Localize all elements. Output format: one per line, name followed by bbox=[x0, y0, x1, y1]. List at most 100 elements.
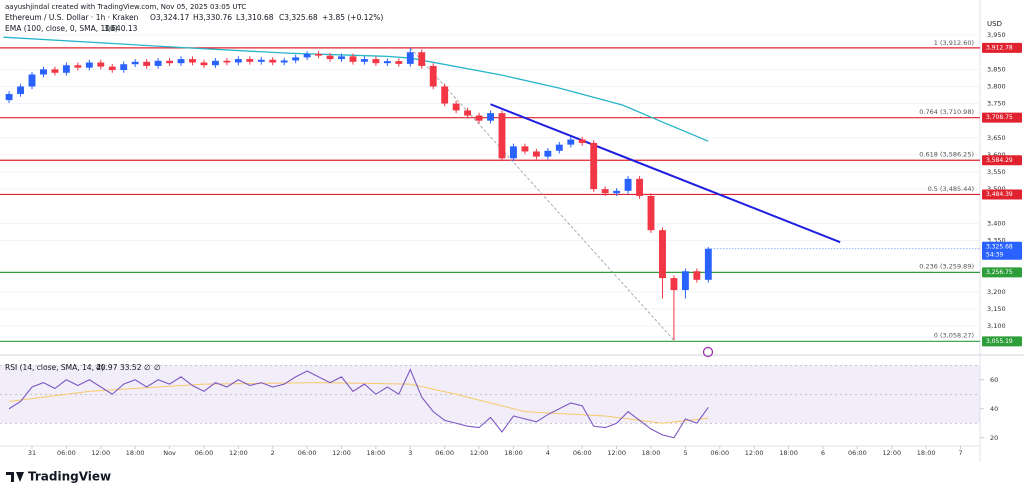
price-tag bbox=[982, 189, 1022, 200]
x-tick-label: 18:00 bbox=[367, 449, 386, 457]
x-tick-label: 12:00 bbox=[882, 449, 901, 457]
ohlc-value: C3,325.68 bbox=[279, 13, 318, 22]
countdown: 54:39 bbox=[986, 251, 1003, 258]
fib-label: 1 (3,912.60) bbox=[934, 39, 974, 47]
y-tick-label: 3,150 bbox=[987, 305, 1006, 313]
candle-body bbox=[487, 113, 494, 121]
ema-name: EMA (100, close, 0, SMA, 100) bbox=[5, 24, 118, 33]
rsi-value: 33.52 bbox=[120, 363, 142, 372]
logo: TradingView bbox=[6, 470, 111, 484]
last-price-tag bbox=[982, 241, 1022, 260]
candle-body bbox=[452, 103, 460, 111]
plot-layer: Ethereum / U.S. Dollar · 1h · Kraken O3,3… bbox=[0, 13, 1022, 457]
candle-body bbox=[510, 146, 517, 159]
x-tick-label: 18:00 bbox=[504, 449, 523, 457]
price-tag-label: 3,708.75 bbox=[986, 114, 1013, 121]
candle-body bbox=[246, 59, 254, 62]
candle-body bbox=[234, 59, 242, 63]
candle-body bbox=[51, 69, 59, 73]
candle-body bbox=[143, 61, 151, 66]
candle-body bbox=[315, 53, 323, 56]
icon bbox=[702, 346, 714, 358]
last-price-label: 3,325.68 bbox=[986, 243, 1013, 250]
candle-body bbox=[85, 62, 93, 68]
candle-body bbox=[659, 230, 666, 279]
price-tag-label: 3,484.39 bbox=[986, 191, 1013, 198]
candle-body bbox=[429, 65, 437, 87]
ohlc-value: L3,310.68 bbox=[236, 13, 274, 22]
candle-body bbox=[441, 86, 449, 104]
y-tick-label: 3,800 bbox=[987, 82, 1006, 90]
x-tick-label: 5 bbox=[683, 449, 687, 457]
trendline bbox=[490, 103, 841, 244]
rsi-value: 40.97 bbox=[96, 363, 118, 372]
candle-body bbox=[349, 56, 357, 62]
candle-body bbox=[166, 60, 174, 64]
x-tick-label: Nov bbox=[163, 449, 176, 457]
ohlc-value: H3,330.76 bbox=[193, 13, 232, 22]
candle-body bbox=[360, 59, 368, 62]
candle-body bbox=[636, 178, 643, 196]
candle-body bbox=[567, 139, 575, 145]
x-tick-label: 06:00 bbox=[435, 449, 454, 457]
candle-body bbox=[154, 60, 162, 66]
candle-body bbox=[97, 62, 105, 67]
x-tick-label: 18:00 bbox=[126, 449, 145, 457]
currency: USD bbox=[987, 20, 1002, 28]
x-tick-label: 3 bbox=[408, 449, 412, 457]
fib-line bbox=[409, 47, 675, 341]
x-tick-label: 12:00 bbox=[607, 449, 626, 457]
x-tick-label: 18:00 bbox=[779, 449, 798, 457]
candle-body bbox=[532, 151, 540, 157]
price-tag-label: 3,912.78 bbox=[986, 44, 1013, 51]
candle-body bbox=[647, 195, 655, 231]
candle-body bbox=[5, 93, 13, 101]
x-tick-label: 12:00 bbox=[91, 449, 110, 457]
price-tag bbox=[982, 267, 1022, 278]
x-tick-label: 06:00 bbox=[848, 449, 867, 457]
candle-body bbox=[475, 115, 483, 121]
y-tick-label: 3,200 bbox=[987, 288, 1006, 296]
rsi-line bbox=[8, 368, 709, 439]
candle-body bbox=[578, 139, 586, 143]
candle-body bbox=[555, 144, 563, 151]
candle-body bbox=[292, 57, 300, 61]
y-tick-label: 3,950 bbox=[987, 31, 1006, 39]
y-tick-label: 3,350 bbox=[987, 236, 1006, 244]
rsi-ma-line bbox=[9, 382, 709, 424]
fib-label: 0.618 (3,586.25) bbox=[919, 151, 974, 159]
y-tick-label: 20 bbox=[990, 434, 998, 442]
y-tick-label: 3,650 bbox=[987, 134, 1006, 142]
candle-body bbox=[189, 59, 196, 63]
price-tag bbox=[982, 336, 1022, 347]
candle-body bbox=[681, 271, 689, 291]
x-tick-label: 18:00 bbox=[642, 449, 661, 457]
candle-body bbox=[280, 60, 288, 63]
candle-body bbox=[303, 53, 311, 58]
candle-body bbox=[624, 178, 632, 191]
candle-body bbox=[498, 113, 506, 159]
fib-label: 0.236 (3,259.89) bbox=[919, 262, 974, 270]
candle-body bbox=[177, 59, 185, 64]
y-tick-label: 40 bbox=[990, 405, 998, 413]
candle-body bbox=[28, 74, 36, 87]
candle-body bbox=[62, 65, 70, 73]
price-tag bbox=[982, 42, 1022, 53]
y-tick-label: 3,100 bbox=[987, 322, 1006, 330]
x-tick-label: 7 bbox=[958, 449, 962, 457]
y-tick-label: 3,750 bbox=[987, 100, 1006, 108]
candle-body bbox=[464, 110, 472, 116]
logo-mark bbox=[6, 472, 24, 482]
candle-body bbox=[613, 190, 621, 194]
ohlc-value: O3,324.17 bbox=[150, 13, 190, 22]
candle-body bbox=[395, 61, 403, 64]
series-title: Ethereum / U.S. Dollar · 1h · Kraken bbox=[5, 13, 139, 22]
credit: aayushjindal created with TradingView.co… bbox=[5, 3, 246, 11]
ema-line bbox=[3, 36, 709, 142]
candle-body bbox=[200, 62, 208, 66]
candle-body bbox=[670, 278, 678, 291]
candle-body bbox=[383, 61, 391, 64]
